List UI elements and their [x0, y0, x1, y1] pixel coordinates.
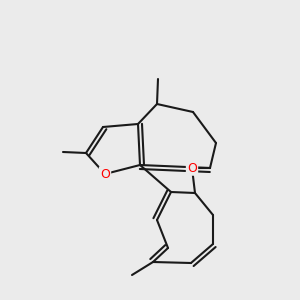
Text: O: O	[187, 161, 197, 175]
Text: O: O	[100, 167, 110, 181]
